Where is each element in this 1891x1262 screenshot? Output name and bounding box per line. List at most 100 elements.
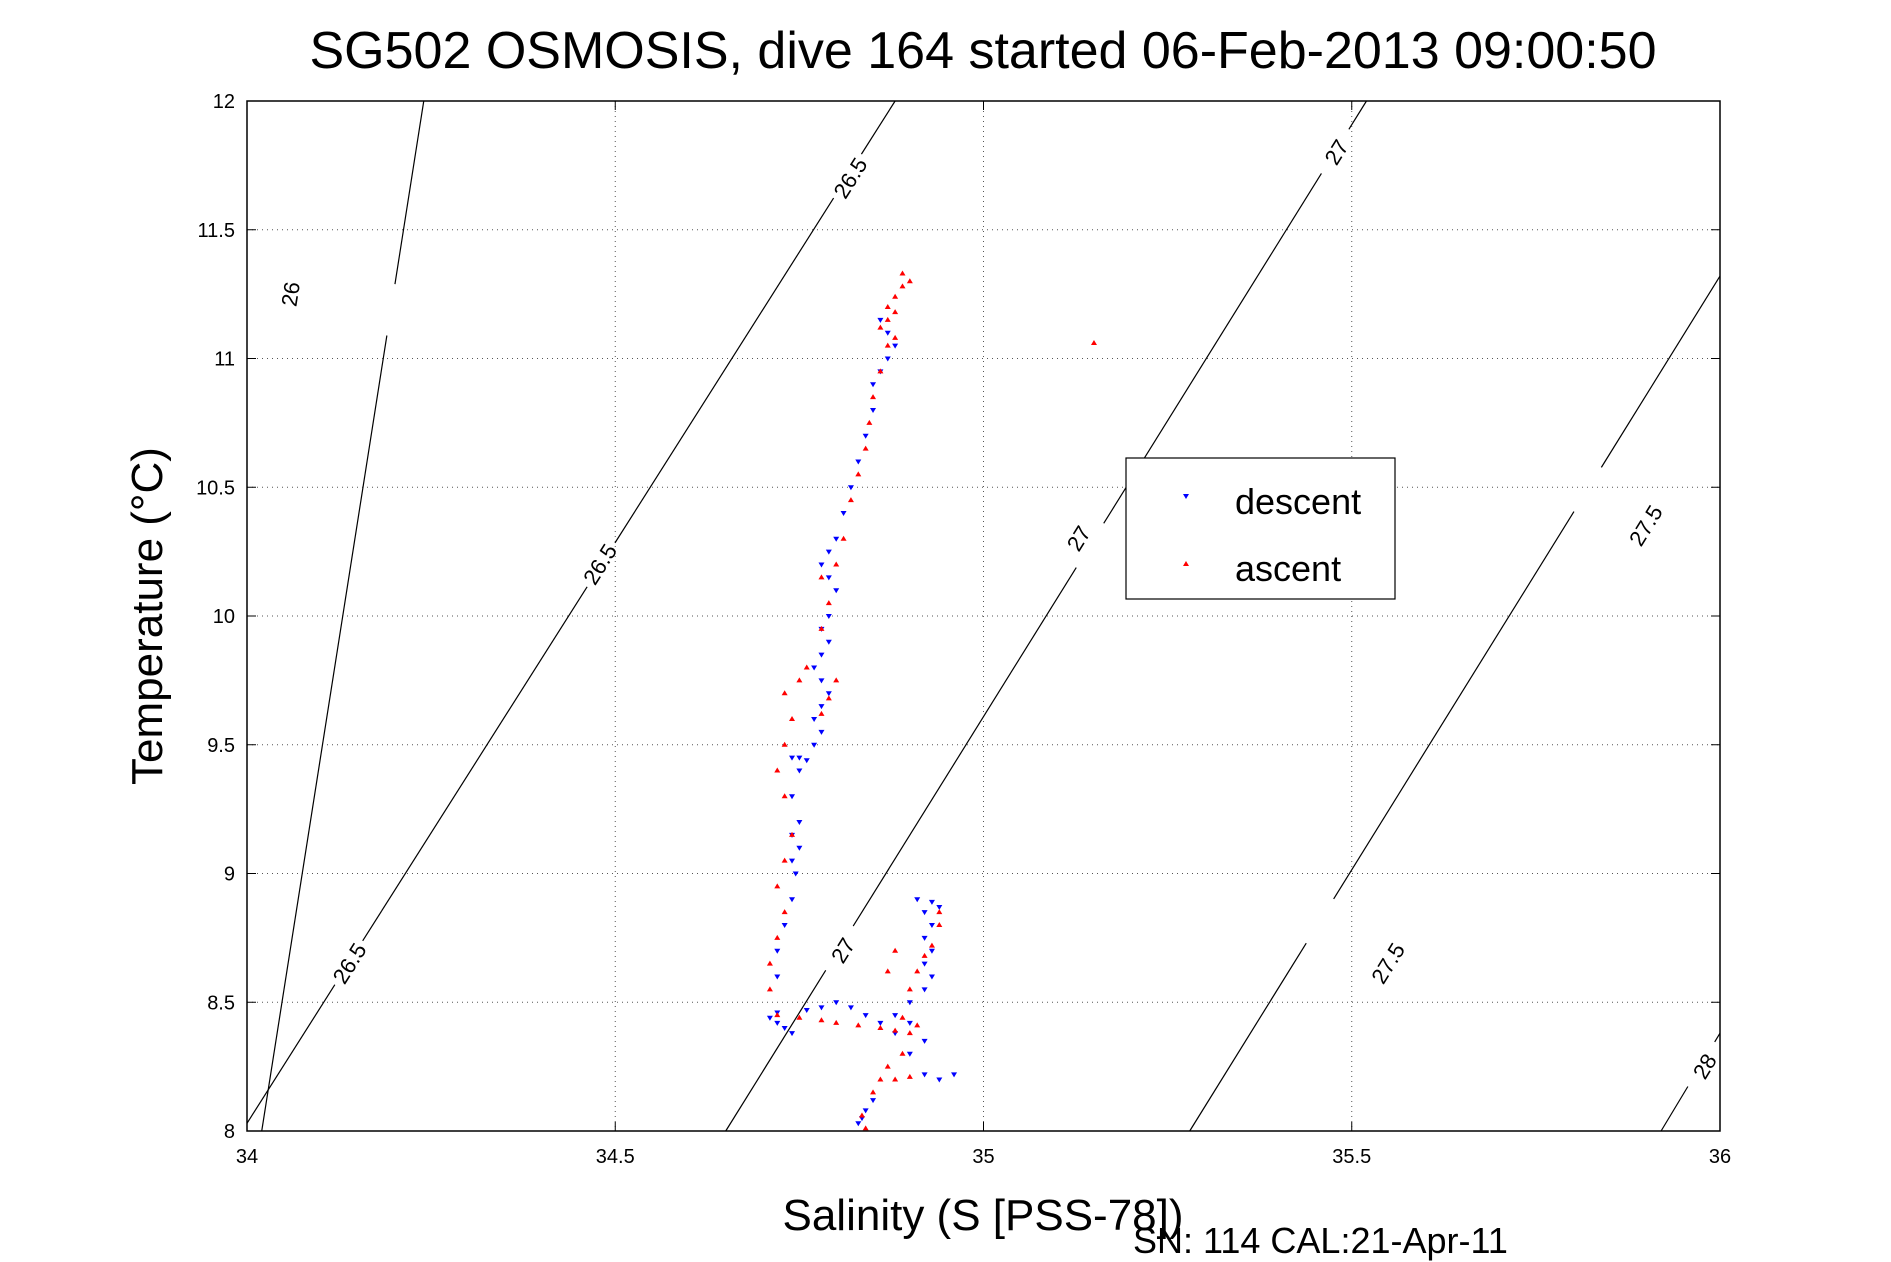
ascent-point	[884, 304, 891, 309]
descent-point	[921, 935, 928, 941]
descent-point	[928, 899, 935, 905]
legend: descent ascent	[1125, 457, 1396, 600]
ascent-point	[892, 293, 899, 299]
y-tick-label: 11	[214, 349, 235, 371]
descent-point	[877, 317, 884, 323]
y-axis-ticks: 8 8.5 9 9.5 10 10.5 11 11.5 12	[196, 91, 1720, 1143]
descent-point	[862, 1013, 869, 1019]
ascent-point	[884, 342, 891, 348]
ascent-point	[818, 625, 825, 631]
descent-point	[884, 330, 891, 336]
descent-point	[796, 845, 803, 851]
ascent-point	[877, 368, 884, 374]
descent-point	[833, 588, 840, 594]
density-contour-line	[1333, 511, 1575, 900]
descent-point	[847, 485, 854, 491]
footer-serial-calibration: SN: 114 CAL:21-Apr-11	[1133, 1220, 1508, 1261]
y-tick-label: 9.5	[207, 735, 235, 757]
chart-title: SG502 OSMOSIS, dive 164 started 06-Feb-2…	[309, 22, 1656, 80]
density-contour-line	[860, 100, 896, 155]
legend-descent-marker-icon	[1183, 494, 1189, 499]
x-axis-label: Salinity (S [PSS-78])	[782, 1191, 1183, 1240]
ascent-point	[781, 690, 788, 696]
y-tick-label: 11.5	[198, 220, 235, 242]
ascent-point	[906, 1073, 913, 1079]
descent-point	[921, 961, 928, 967]
descent-point	[811, 742, 818, 748]
descent-point	[921, 910, 928, 916]
x-axis-ticks: 34 34.5 35 35.5 36	[236, 101, 1731, 1168]
density-contour-line	[1660, 1086, 1689, 1132]
descent-point	[803, 758, 810, 764]
descent-point	[928, 974, 935, 980]
ascent-point	[766, 986, 773, 992]
descent-point	[818, 704, 825, 710]
ascent-point	[774, 1012, 781, 1018]
ascent-point	[833, 677, 840, 683]
ascent-point	[899, 1014, 906, 1020]
ascent-point	[1090, 340, 1097, 346]
descent-point	[928, 948, 935, 954]
descent-point	[847, 1005, 854, 1011]
ascent-point	[866, 419, 873, 425]
ascent-point	[862, 1125, 869, 1131]
y-tick-label: 9	[224, 864, 235, 886]
density-contour-line	[1714, 1032, 1721, 1043]
descent-point	[818, 562, 825, 568]
data-markers	[766, 270, 1097, 1131]
descent-point	[774, 1020, 781, 1026]
density-contour-label: 26	[276, 280, 305, 308]
density-contour-line	[394, 100, 425, 285]
ascent-point	[818, 1017, 825, 1023]
descent-point	[892, 1013, 899, 1019]
descent-point	[825, 549, 832, 555]
ascent-point	[921, 952, 928, 958]
ascent-point	[858, 1112, 865, 1118]
descent-point	[870, 1098, 877, 1104]
descent-point	[789, 794, 796, 800]
descent-point	[774, 974, 781, 980]
descent-point	[789, 858, 796, 864]
ascent-point	[892, 1027, 899, 1033]
density-contour-line	[1600, 275, 1721, 468]
ascent-point	[774, 883, 781, 889]
ascent-point	[833, 561, 840, 567]
ascent-point	[796, 677, 803, 683]
descent-point	[884, 356, 891, 362]
y-tick-label: 8.5	[207, 992, 235, 1014]
legend-descent-label: descent	[1235, 481, 1361, 522]
descent-point	[870, 408, 877, 413]
descent-point	[921, 1072, 928, 1078]
ascent-point	[774, 934, 781, 940]
legend-box	[1125, 457, 1396, 600]
y-tick-label: 10	[213, 606, 235, 628]
ascent-point	[789, 716, 796, 721]
descent-point	[855, 1121, 862, 1127]
density-contour-line	[1348, 100, 1367, 130]
ascent-point	[825, 600, 832, 606]
ascent-point	[899, 270, 906, 276]
ascent-point	[825, 695, 832, 701]
descent-point	[818, 729, 825, 735]
descent-point	[892, 343, 899, 349]
grid	[247, 101, 1720, 1131]
descent-point	[870, 382, 877, 388]
ascent-point	[870, 394, 877, 400]
descent-point	[796, 755, 803, 761]
ascent-point	[818, 574, 825, 580]
descent-point	[792, 871, 799, 877]
legend-ascent-label: ascent	[1235, 548, 1341, 589]
ascent-point	[914, 968, 921, 974]
ascent-point	[766, 960, 773, 966]
ascent-point	[892, 1076, 899, 1082]
ascent-point	[899, 283, 906, 289]
descent-point	[781, 923, 788, 928]
descent-point	[936, 1077, 943, 1083]
descent-point	[796, 768, 803, 774]
x-tick-label: 35	[972, 1146, 994, 1168]
ascent-point	[877, 1076, 884, 1082]
descent-point	[789, 897, 796, 903]
ascent-point	[796, 1014, 803, 1020]
ascent-point	[936, 909, 943, 915]
ascent-point	[906, 278, 913, 284]
